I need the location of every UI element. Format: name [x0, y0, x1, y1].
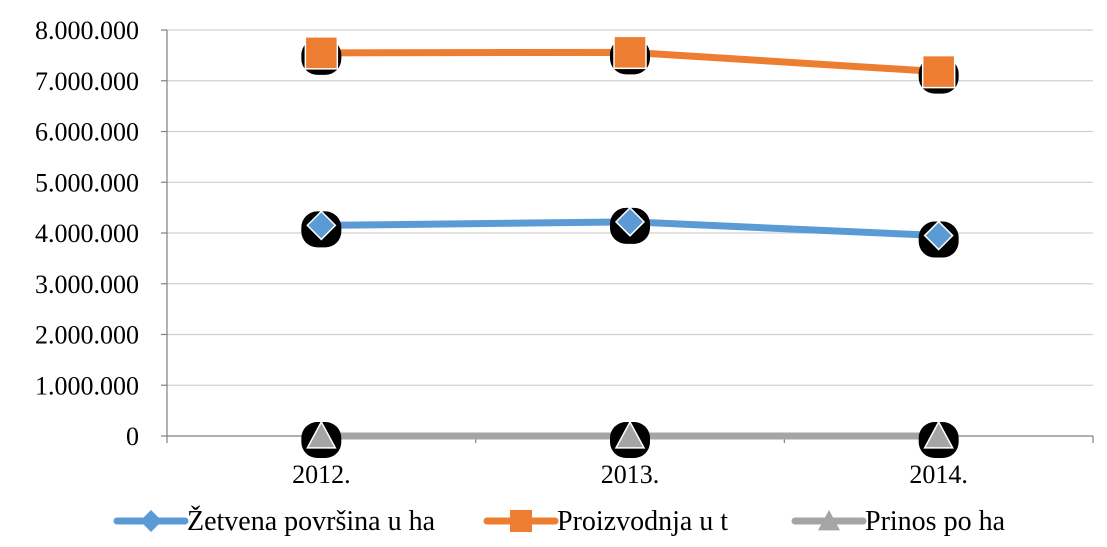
data-point: [304, 36, 339, 70]
y-tick-label: 6.000.000: [35, 118, 139, 147]
x-axis-tick-labels: 2012. 2013. 2014.: [292, 460, 968, 489]
y-tick-label: 2.000.000: [35, 321, 139, 350]
y-tick-label: 4.000.000: [35, 219, 139, 248]
data-point: [306, 210, 337, 241]
y-axis-tick-labels: 0 1.000.000 2.000.000 3.000.000 4.000.000 5.0…: [35, 16, 139, 451]
data-point: [613, 35, 647, 70]
legend-item: Žetvena površina u ha: [113, 506, 436, 537]
y-tick-label: 3.000.000: [35, 270, 139, 299]
legend: Žetvena površina u ha Proizvodnja u t Prin…: [113, 506, 1006, 537]
data-point: [921, 54, 956, 89]
data-point: [614, 206, 646, 237]
series-3: [301, 420, 959, 458]
data-point: [614, 420, 646, 449]
x-tick-label: 2013.: [601, 460, 660, 489]
y-tick-label: 8.000.000: [35, 16, 139, 45]
series-group: [301, 35, 959, 458]
legend-marker: [818, 510, 840, 531]
legend-label: Prinos po ha: [865, 506, 1006, 537]
x-tick-label: 2012.: [292, 460, 351, 489]
x-tick-label: 2014.: [909, 460, 968, 489]
data-point: [923, 220, 954, 251]
legend-item: Proizvodnja u t: [483, 506, 728, 537]
legend-marker: [510, 510, 532, 532]
data-point: [923, 420, 954, 449]
legend-marker: [140, 510, 162, 532]
legend-item: Prinos po ha: [791, 506, 1006, 537]
data-point: [306, 420, 337, 449]
series-2: [301, 35, 959, 94]
legend-label: Žetvena površina u ha: [187, 506, 436, 537]
legend-label: Proizvodnja u t: [557, 506, 728, 537]
y-tick-label: 1.000.000: [35, 371, 139, 400]
series-1: [301, 206, 959, 258]
y-tick-label: 5.000.000: [35, 168, 139, 197]
y-tick-label: 0: [126, 422, 139, 451]
y-tick-label: 7.000.000: [35, 67, 139, 96]
